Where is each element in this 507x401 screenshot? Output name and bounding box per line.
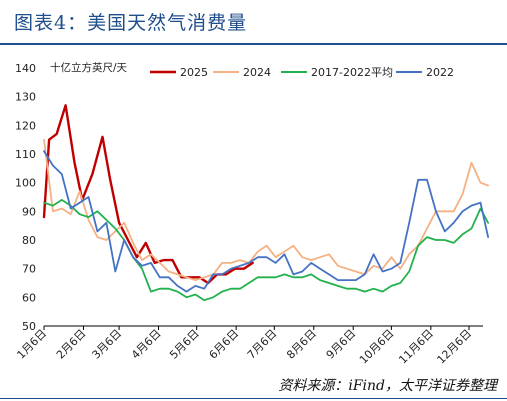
y-tick-label: 100: [15, 177, 36, 190]
chart-title: 图表4：美国天然气消费量: [14, 12, 248, 34]
source-note: 资料来源：iFind，太平洋证券整理: [278, 378, 497, 394]
legend-label: 2017-2022平均: [311, 66, 393, 79]
y-axis-unit-label: 十亿立方英尺/天: [50, 61, 128, 74]
y-tick-label: 80: [22, 234, 36, 247]
y-tick-label: 90: [22, 205, 36, 218]
x-tick-label: 6月6日: [207, 327, 242, 362]
y-tick-label: 140: [15, 62, 36, 75]
x-tick-label: 5月6日: [167, 327, 202, 362]
x-tick-label: 3月6日: [90, 327, 125, 362]
series-line-2024: [43, 138, 490, 282]
y-tick-label: 60: [22, 291, 36, 304]
x-tick-label: 4月6日: [129, 327, 164, 362]
x-tick-label: 8月6日: [284, 327, 319, 362]
series-lines: [42, 104, 490, 302]
series-line-2022: [43, 150, 490, 293]
series-line-2017-2022平均: [43, 198, 490, 302]
title-divider: [0, 43, 507, 45]
legend-label: 2025: [180, 66, 208, 79]
y-tick-label: 120: [15, 119, 36, 132]
y-tick-label: 110: [15, 148, 36, 161]
x-tick-label: 7月6日: [245, 327, 280, 362]
x-tick-label: 12月6日: [435, 327, 475, 367]
bottom-divider: [0, 398, 507, 399]
legend-label: 2024: [243, 66, 271, 79]
legend-label: 2022: [426, 66, 454, 79]
y-tick-label: 130: [15, 91, 36, 104]
x-tick-label: 10月6日: [357, 327, 397, 367]
legend: 2025 2024 2017-2022平均 2022: [150, 66, 454, 79]
x-tick-label: 2月6日: [54, 327, 89, 362]
y-tick-label: 70: [22, 263, 36, 276]
x-tick-label: 9月6日: [324, 327, 359, 362]
x-tick-label: 11月6日: [396, 327, 436, 367]
y-tick-label: 50: [22, 320, 36, 333]
